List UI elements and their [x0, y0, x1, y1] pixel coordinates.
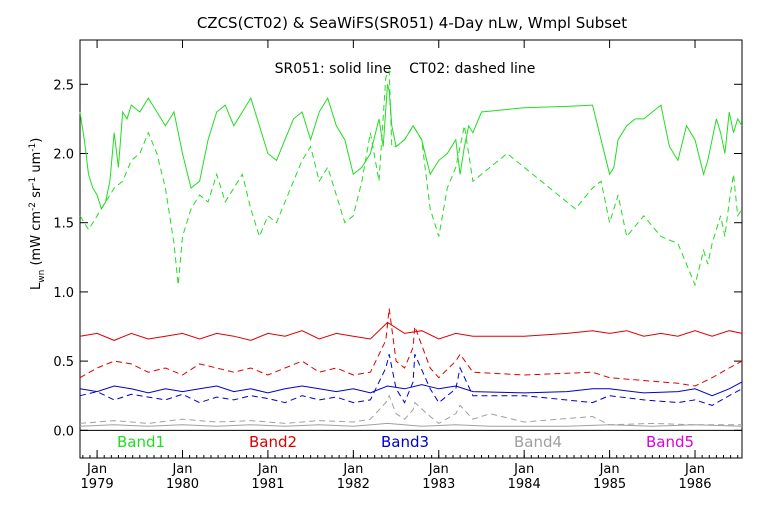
- y-label-units-part: -1: [28, 143, 38, 152]
- series-band1-solid: [79, 84, 743, 211]
- series-band4-dashed: [79, 394, 742, 426]
- x-tick-year: 1986: [678, 477, 711, 492]
- x-tick-year: 1984: [508, 477, 541, 492]
- y-label-units-part: -1: [28, 177, 38, 186]
- y-tick-label: 2.5: [53, 78, 74, 93]
- x-tick-month: Jan: [257, 462, 278, 477]
- x-axis: Jan1979Jan1980Jan1981Jan1982Jan1983Jan19…: [81, 40, 739, 492]
- x-tick-year: 1979: [81, 477, 114, 492]
- series-band3-dashed: [79, 353, 743, 406]
- series-band2-dashed: [79, 308, 743, 387]
- y-tick-label: 0.0: [53, 424, 74, 439]
- y-tick-label: 2.0: [53, 147, 74, 162]
- x-tick-year: 1983: [422, 477, 455, 492]
- y-label-main: L: [29, 282, 44, 290]
- y-label-units-part: ): [29, 138, 44, 143]
- series-band2-solid: [79, 321, 743, 341]
- y-label-sub: wn: [37, 270, 47, 283]
- y-tick-label: 1.0: [53, 286, 74, 301]
- series-layer: [79, 70, 743, 427]
- y-label-units-part: (mW cm: [29, 211, 44, 266]
- y-tick-label: 1.5: [53, 217, 74, 232]
- x-tick-month: Jan: [86, 462, 107, 477]
- legend-band2: Band2: [249, 433, 297, 451]
- y-axis-label: Lwn (mW cm-2 sr-1 um-1): [28, 138, 47, 290]
- x-tick-month: Jan: [684, 462, 705, 477]
- x-tick-year: 1985: [593, 477, 626, 492]
- legend-band4: Band4: [514, 433, 562, 451]
- legend: Band1 Band2 Band3 Band4 Band5: [117, 433, 694, 451]
- x-tick-month: Jan: [599, 462, 620, 477]
- y-tick-label: 0.5: [53, 355, 74, 370]
- plot-frame: [79, 39, 743, 459]
- y-axis: 0.0 0.5 1.0 1.5 2.0 2.5: [53, 78, 742, 439]
- chart-title: CZCS(CT02) & SeaWiFS(SR051) 4-Day nLw, W…: [197, 14, 627, 32]
- series-band1-dashed: [79, 70, 743, 287]
- x-tick-month: Jan: [171, 462, 192, 477]
- x-tick-year: 1981: [251, 477, 284, 492]
- x-tick-year: 1982: [337, 477, 370, 492]
- legend-band5: Band5: [646, 433, 694, 451]
- x-tick-month: Jan: [513, 462, 534, 477]
- y-label-units-part: sr: [29, 185, 44, 202]
- x-tick-month: Jan: [428, 462, 449, 477]
- y-label-units-part: um: [29, 152, 44, 177]
- legend-band1: Band1: [117, 433, 165, 451]
- legend-band3: Band3: [381, 433, 429, 451]
- line-style-annotation: SR051: solid line CT02: dashed line: [275, 61, 536, 77]
- x-tick-year: 1980: [166, 477, 199, 492]
- x-tick-month: Jan: [342, 462, 363, 477]
- series-band3-solid: [79, 381, 743, 397]
- svg-text:Lwn (mW cm-2 sr-1 um-1): Lwn (mW cm-2 sr-1 um-1): [28, 138, 47, 290]
- y-label-units-part: -2: [28, 202, 38, 211]
